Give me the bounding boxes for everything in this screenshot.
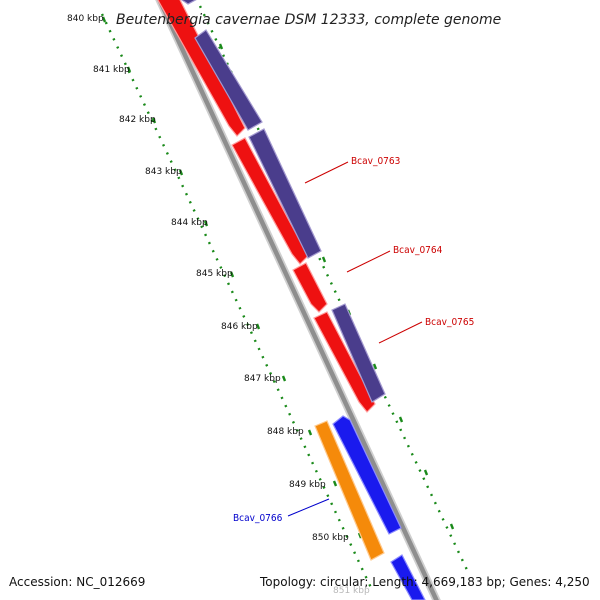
gene-label-bcav-0764[interactable]: Bcav_0764	[393, 245, 443, 256]
gene-arrow-purple-2[interactable]	[194, 29, 263, 131]
gene-arrow-blue-2[interactable]	[390, 554, 426, 600]
kbp-label: 851 kbp	[333, 586, 370, 596]
gene-label-bcav-0765[interactable]: Bcav_0765	[425, 317, 474, 328]
kbp-label: 845 kbp	[196, 269, 233, 279]
ruler-track-left	[100, 13, 375, 593]
kbp-label: 841 kbp	[93, 65, 130, 75]
gene-label-bcav-0766[interactable]: Bcav_0766	[233, 513, 283, 524]
kbp-label: 849 kbp	[289, 480, 326, 490]
leader-line-bcav-0763	[304, 161, 349, 184]
gene-arrow-blue-1[interactable]	[332, 415, 402, 535]
genome-title: Beutenbergia cavernae DSM 12333, complet…	[116, 12, 501, 28]
gene-label-bcav-0763[interactable]: Bcav_0763	[351, 156, 400, 167]
genome-backbone	[157, 0, 439, 600]
kbp-label: 848 kbp	[267, 427, 304, 437]
kbp-label: 843 kbp	[145, 167, 182, 177]
gene-arrow-orange[interactable]	[314, 420, 385, 561]
leader-line-bcav-0764	[346, 250, 391, 273]
accession-label: Accession: NC_012669	[9, 575, 145, 589]
kbp-label: 840 kbp	[67, 14, 104, 24]
kbp-label: 844 kbp	[171, 218, 208, 228]
kbp-label: 847 kbp	[244, 374, 281, 384]
gene-arrow-red-2[interactable]	[231, 137, 309, 265]
kbp-label: 850 kbp	[312, 533, 349, 543]
ruler-major-ticks	[101, 16, 455, 539]
kbp-label: 842 kbp	[119, 115, 156, 125]
gene-arrow-purple-3[interactable]	[248, 128, 322, 259]
kbp-label: 846 kbp	[221, 322, 258, 332]
gene-arrow-red-3[interactable]	[292, 262, 328, 313]
leader-line-bcav-0766	[287, 498, 330, 517]
gene-arrow-purple-4[interactable]	[331, 303, 386, 403]
topology-summary: Topology: circular; Length: 4,669,183 bp…	[259, 575, 590, 589]
gene-arrow-red-1[interactable]	[155, 0, 246, 137]
gene-arrow-purple-1[interactable]	[180, 0, 201, 5]
leader-line-bcav-0765	[378, 321, 423, 344]
gene-arrow-red-4[interactable]	[313, 311, 376, 413]
